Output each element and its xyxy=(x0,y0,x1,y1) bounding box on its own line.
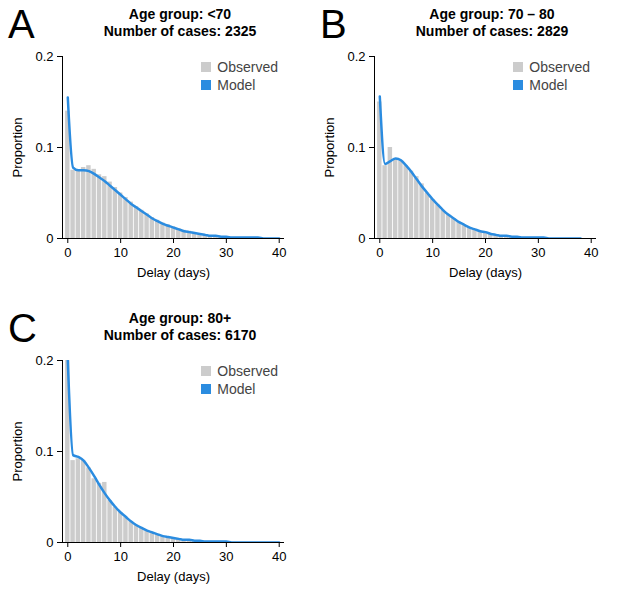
svg-text:10: 10 xyxy=(425,245,439,260)
svg-text:20: 20 xyxy=(166,549,180,564)
html-text:Model: Model xyxy=(217,381,256,397)
svg-text:20: 20 xyxy=(478,245,492,260)
html-text:A: A xyxy=(8,2,35,46)
html-text:Age group: 70 – 80: Age group: 70 – 80 xyxy=(429,6,555,22)
svg-text:0: 0 xyxy=(376,245,383,260)
html-text:Number of cases: 6170: Number of cases: 6170 xyxy=(103,327,257,343)
svg-text:40: 40 xyxy=(272,245,286,260)
svg-text:0: 0 xyxy=(46,535,53,550)
html-text:Age group: <70: Age group: <70 xyxy=(128,6,232,22)
svg-text:Proportion: Proportion xyxy=(10,422,25,482)
svg-text:0: 0 xyxy=(64,245,71,260)
svg-text:40: 40 xyxy=(584,245,598,260)
svg-text:0: 0 xyxy=(64,549,71,564)
html-text:Age group: 80+: Age group: 80+ xyxy=(128,310,232,326)
svg-text:0: 0 xyxy=(358,231,365,246)
svg-text:20: 20 xyxy=(166,245,180,260)
svg-text:40: 40 xyxy=(272,549,286,564)
svg-text:30: 30 xyxy=(219,549,233,564)
svg-text:Delay (days): Delay (days) xyxy=(449,265,522,280)
svg-text:30: 30 xyxy=(219,245,233,260)
html-text:Observed: Observed xyxy=(217,59,278,75)
html-text:Observed: Observed xyxy=(217,363,278,379)
svg-text:0.2: 0.2 xyxy=(347,49,365,64)
html-text:B: B xyxy=(320,2,347,46)
svg-text:Proportion: Proportion xyxy=(10,118,25,178)
html-text:C: C xyxy=(8,306,37,350)
html-text:Number of cases: 2325: Number of cases: 2325 xyxy=(103,23,257,39)
svg-text:Delay (days): Delay (days) xyxy=(137,265,210,280)
svg-text:0.2: 0.2 xyxy=(35,49,53,64)
svg-text:0: 0 xyxy=(46,231,53,246)
html-text:Observed: Observed xyxy=(529,59,590,75)
svg-text:0.1: 0.1 xyxy=(35,140,53,155)
html-text:Number of cases: 2829: Number of cases: 2829 xyxy=(415,23,569,39)
svg-text:Delay (days): Delay (days) xyxy=(137,569,210,584)
svg-text:0.1: 0.1 xyxy=(347,140,365,155)
svg-text:0.1: 0.1 xyxy=(35,444,53,459)
html-text:Model: Model xyxy=(217,77,256,93)
svg-text:10: 10 xyxy=(113,245,127,260)
svg-text:Proportion: Proportion xyxy=(322,118,337,178)
html-text:Model: Model xyxy=(529,77,568,93)
svg-text:10: 10 xyxy=(113,549,127,564)
svg-text:0.2: 0.2 xyxy=(35,353,53,368)
svg-text:30: 30 xyxy=(531,245,545,260)
